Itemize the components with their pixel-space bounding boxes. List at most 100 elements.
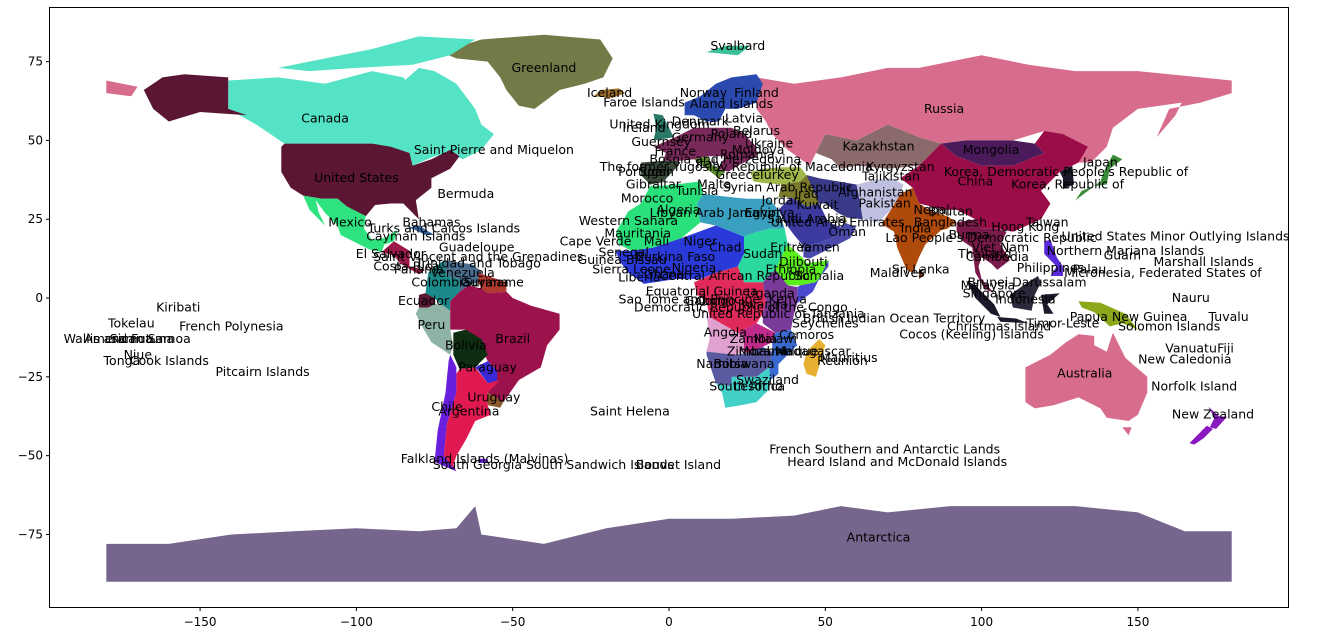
country-label: Oman <box>828 224 866 239</box>
region-mozambique <box>769 329 798 380</box>
country-label: The former Yugoslav Republic of Macedoni… <box>599 159 873 174</box>
region-central-america <box>381 241 426 275</box>
country-label: Democratic Republic of the Congo <box>634 300 848 315</box>
country-label: Philippines <box>1017 260 1084 275</box>
country-label: Marshall Islands <box>1153 254 1253 269</box>
country-label: Paraguay <box>459 359 518 374</box>
country-label: India <box>901 221 932 236</box>
country-label: Sierra Leone <box>592 262 671 277</box>
x-tick-label: 0 <box>665 615 673 629</box>
region-java <box>997 317 1029 324</box>
x-tick-label: 50 <box>818 615 833 629</box>
region-cuba <box>403 225 435 235</box>
y-tick-label: −50 <box>18 449 43 463</box>
country-label: Suriname <box>464 274 524 289</box>
country-label: American Samoa <box>84 331 191 346</box>
region-colombia <box>425 260 460 311</box>
country-label: Tuvalu <box>1208 309 1249 324</box>
country-label: Trinidad and Tobago <box>415 255 541 270</box>
region-mongolia <box>941 140 1045 166</box>
country-label: Kuwait <box>797 197 839 212</box>
country-label: Greenland <box>511 60 576 75</box>
country-label: Norfolk Island <box>1151 378 1237 393</box>
region-sahel <box>615 225 744 284</box>
country-label: French Polynesia <box>179 318 283 333</box>
x-tick-label: −100 <box>340 615 373 629</box>
region-europe-west <box>640 160 679 185</box>
country-label: Bhutan <box>928 203 973 218</box>
country-label: Afghanistan <box>838 184 912 199</box>
country-label: Sao Tome and Principe <box>619 292 761 307</box>
country-label: Ireland <box>622 120 665 135</box>
region-borneo <box>1009 276 1041 311</box>
region-falklands <box>478 458 488 463</box>
country-label: Brunei Darussalam <box>967 274 1086 289</box>
x-tick-label: −150 <box>184 615 217 629</box>
x-tick-label: −50 <box>500 615 525 629</box>
country-label: Ghana <box>644 266 685 281</box>
country-label: El Salvador <box>356 246 427 261</box>
country-label: Mauritius <box>820 350 878 365</box>
country-label: Mauritania <box>604 225 671 240</box>
country-label: Egypt <box>745 205 781 220</box>
country-label: Nauru <box>1172 290 1210 305</box>
country-label: Taiwan <box>1025 214 1069 229</box>
country-label: Chile <box>431 399 463 414</box>
country-label: Nigeria <box>672 260 717 275</box>
region-somalia <box>797 260 829 304</box>
country-label: Mozambique <box>739 344 819 359</box>
country-label: France <box>655 143 697 158</box>
region-kazakhstan <box>815 124 941 169</box>
country-label: Brazil <box>495 331 530 346</box>
country-label: Korea, Democratic People's Republic of <box>944 164 1189 179</box>
country-label: Faroe Islands <box>603 95 685 110</box>
region-korea <box>1059 165 1074 190</box>
country-label: Rwanda <box>738 296 788 311</box>
country-label: British Indian Ocean Territory <box>803 311 986 326</box>
region-bolivia <box>453 329 488 369</box>
region-chad-sudan <box>737 228 788 283</box>
country-label: Liberia <box>618 270 660 285</box>
country-label: Viet Nam <box>972 240 1030 255</box>
country-label: Lao People's Democratic Republic <box>885 230 1096 245</box>
country-label: Pitcairn Islands <box>216 364 310 379</box>
country-label: Malta <box>697 177 731 192</box>
country-label: Niue <box>124 347 153 362</box>
country-label: Peru <box>417 317 445 332</box>
country-label: Cambodia <box>966 249 1029 264</box>
country-label: Iceland <box>587 85 632 100</box>
country-label: Spain <box>639 164 674 179</box>
region-philippines <box>1044 239 1063 276</box>
region-afghanistan-pakistan <box>856 178 904 223</box>
country-label: Guinea-Bissau <box>578 252 667 267</box>
country-label: Botswana <box>713 356 774 371</box>
region-east-africa <box>762 269 798 333</box>
country-label: South Georgia South Sandwich Islands <box>433 457 674 472</box>
country-label: Ecuador <box>398 293 450 308</box>
region-canada <box>228 67 494 166</box>
country-label: Madagascar <box>775 344 852 359</box>
y-tick-label: 75 <box>28 55 43 69</box>
region-argentina <box>443 367 501 472</box>
country-label: Falkland Islands (Malvinas) <box>401 451 569 466</box>
region-svalbard <box>706 45 751 56</box>
country-label: Malawi <box>754 331 797 346</box>
region-libya-egypt <box>697 194 785 237</box>
country-label: Comoros <box>779 327 834 342</box>
region-turkey <box>750 167 807 185</box>
region-united-states <box>281 143 460 220</box>
country-label: Eritrea <box>770 240 812 255</box>
country-label: Argentina <box>438 404 499 419</box>
country-label: Central African Republic <box>659 268 810 283</box>
country-label: Cook Islands <box>130 353 209 368</box>
country-label: Saint Pierre and Miquelon <box>414 142 574 157</box>
country-label: China <box>958 173 994 188</box>
country-label: Djibouti <box>779 254 827 269</box>
region-italy <box>694 156 726 179</box>
country-label: Libyan Arab Jamahiriya <box>650 205 795 220</box>
country-label: Turks and Caicos Islands <box>367 221 521 236</box>
country-label: Northern Mariana Islands <box>1047 243 1204 258</box>
region-new-guinea <box>1078 301 1138 330</box>
x-tick-label: 150 <box>1126 615 1149 629</box>
